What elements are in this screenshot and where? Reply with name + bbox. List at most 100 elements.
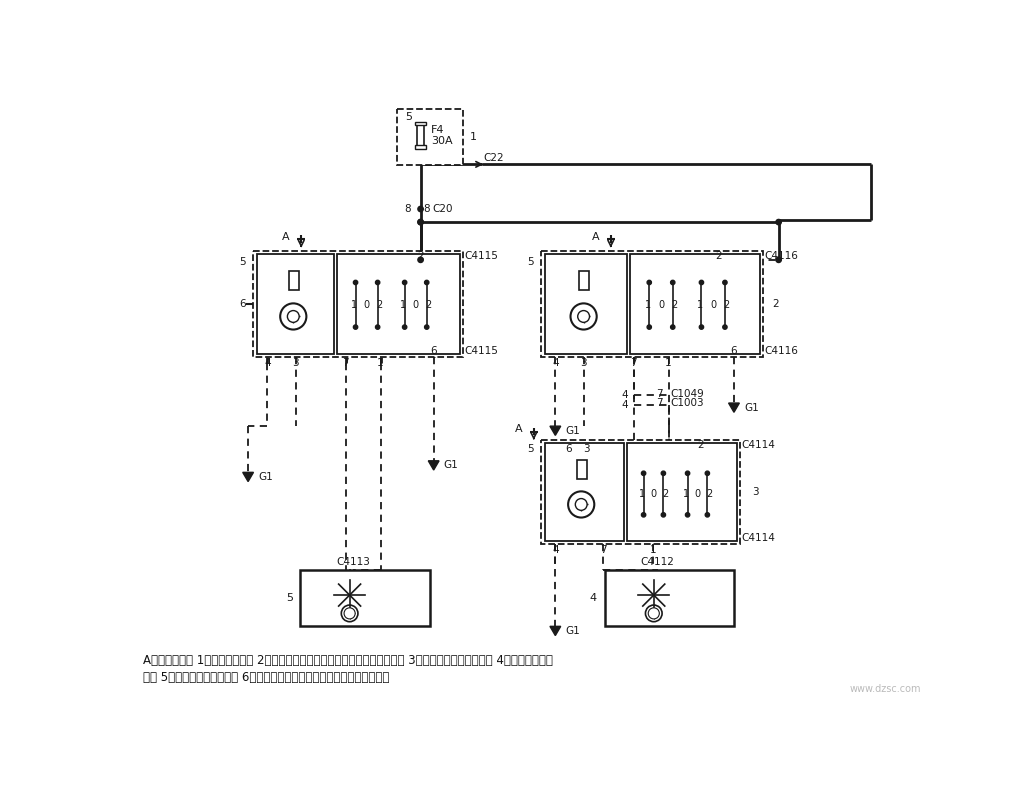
Circle shape	[671, 325, 675, 329]
Text: C4116: C4116	[765, 345, 798, 356]
Bar	[630, 253, 760, 354]
Circle shape	[575, 498, 587, 510]
Bar	[577, 460, 586, 479]
Text: 5: 5	[527, 257, 534, 267]
Bar	[542, 250, 763, 357]
Text: G1: G1	[566, 626, 580, 636]
Text: A: A	[515, 425, 522, 434]
Bar	[627, 443, 737, 541]
Polygon shape	[428, 461, 439, 470]
Text: C4113: C4113	[337, 558, 370, 567]
Text: 6: 6	[239, 299, 246, 309]
Text: 4: 4	[621, 390, 628, 400]
Circle shape	[647, 280, 651, 284]
Text: 4: 4	[552, 358, 558, 368]
Text: 4: 4	[552, 545, 558, 555]
Text: 5: 5	[527, 444, 534, 455]
Circle shape	[354, 325, 358, 329]
Text: 1: 1	[649, 545, 657, 555]
Text: 1: 1	[639, 489, 645, 499]
Bar	[253, 250, 463, 357]
Circle shape	[280, 303, 306, 329]
Circle shape	[344, 607, 355, 619]
Circle shape	[705, 471, 709, 475]
Text: 4: 4	[264, 358, 271, 368]
Text: 0: 0	[413, 300, 419, 310]
Text: 4: 4	[589, 593, 597, 603]
Circle shape	[776, 219, 782, 225]
Bar	[545, 443, 625, 541]
Text: 8: 8	[404, 204, 412, 214]
Bar	[288, 271, 299, 291]
Circle shape	[723, 325, 727, 329]
Text: 2: 2	[662, 489, 668, 499]
Text: C1003: C1003	[670, 398, 704, 408]
Text: C4114: C4114	[741, 440, 776, 451]
Text: C4112: C4112	[641, 558, 674, 567]
Text: 机　 5－驾驶员侧门窗电机　 6－控制驾驶员侧门窗的驾驶员侧电动门窗开关: 机 5－驾驶员侧门窗电机 6－控制驾驶员侧门窗的驾驶员侧电动门窗开关	[144, 671, 390, 684]
Bar	[579, 271, 589, 291]
Text: 3: 3	[293, 358, 299, 368]
Circle shape	[568, 491, 595, 517]
Text: 2: 2	[706, 489, 712, 499]
Text: 4: 4	[621, 400, 628, 410]
Text: C4115: C4115	[464, 345, 498, 356]
Bar	[397, 109, 463, 165]
Text: C1049: C1049	[670, 389, 704, 399]
Text: G1: G1	[566, 426, 580, 436]
Circle shape	[418, 206, 423, 211]
Text: www.dzsc.com: www.dzsc.com	[850, 684, 921, 694]
Text: 2: 2	[772, 299, 779, 309]
Circle shape	[375, 280, 379, 284]
Circle shape	[699, 280, 703, 284]
Circle shape	[705, 512, 709, 517]
Text: 5: 5	[239, 257, 246, 267]
Polygon shape	[729, 403, 739, 413]
Text: C4115: C4115	[464, 251, 498, 261]
Text: 1: 1	[665, 358, 672, 368]
Text: 0: 0	[710, 300, 717, 310]
Text: 0: 0	[650, 489, 657, 499]
Text: 7: 7	[600, 545, 606, 555]
Text: 30A: 30A	[431, 136, 453, 146]
Text: C22: C22	[484, 153, 504, 163]
Text: C20: C20	[432, 204, 453, 214]
Bar	[605, 570, 734, 626]
Text: 2: 2	[418, 251, 424, 261]
Text: 6: 6	[731, 345, 737, 356]
Text: 7: 7	[656, 389, 663, 399]
Text: 7: 7	[631, 358, 637, 368]
Text: A: A	[282, 232, 290, 242]
Bar	[337, 253, 460, 354]
Text: G1: G1	[258, 472, 273, 482]
Circle shape	[776, 257, 782, 262]
Text: 2: 2	[376, 300, 383, 310]
Text: 1: 1	[644, 300, 650, 310]
Text: 8: 8	[424, 204, 430, 214]
Circle shape	[647, 325, 651, 329]
Text: 2: 2	[724, 300, 730, 310]
Circle shape	[661, 471, 666, 475]
Circle shape	[723, 280, 727, 284]
Text: A－仪表照明　 1－中央电气盒　 2－控制乘客侧门窗的驾驶员侧电动门窗开关　 3－乘客侧电动门窗开关　 4－乘客侧门窗电: A－仪表照明 1－中央电气盒 2－控制乘客侧门窗的驾驶员侧电动门窗开关 3－乘客…	[144, 654, 553, 667]
Text: C4116: C4116	[765, 251, 798, 261]
Circle shape	[402, 325, 406, 329]
Text: 2: 2	[697, 440, 703, 451]
Text: 7: 7	[656, 398, 663, 408]
Text: F4: F4	[431, 125, 445, 135]
Text: C4114: C4114	[741, 533, 776, 543]
Circle shape	[641, 471, 646, 475]
Circle shape	[425, 325, 429, 329]
Circle shape	[341, 605, 358, 622]
Text: 0: 0	[364, 300, 370, 310]
Text: 2: 2	[671, 300, 677, 310]
Text: 1: 1	[697, 300, 703, 310]
Bar	[417, 125, 424, 147]
Text: 1: 1	[377, 358, 384, 368]
Polygon shape	[550, 626, 560, 635]
Circle shape	[402, 280, 406, 284]
Circle shape	[375, 325, 379, 329]
Circle shape	[418, 219, 423, 225]
Polygon shape	[550, 426, 560, 436]
Text: 6: 6	[430, 345, 437, 356]
